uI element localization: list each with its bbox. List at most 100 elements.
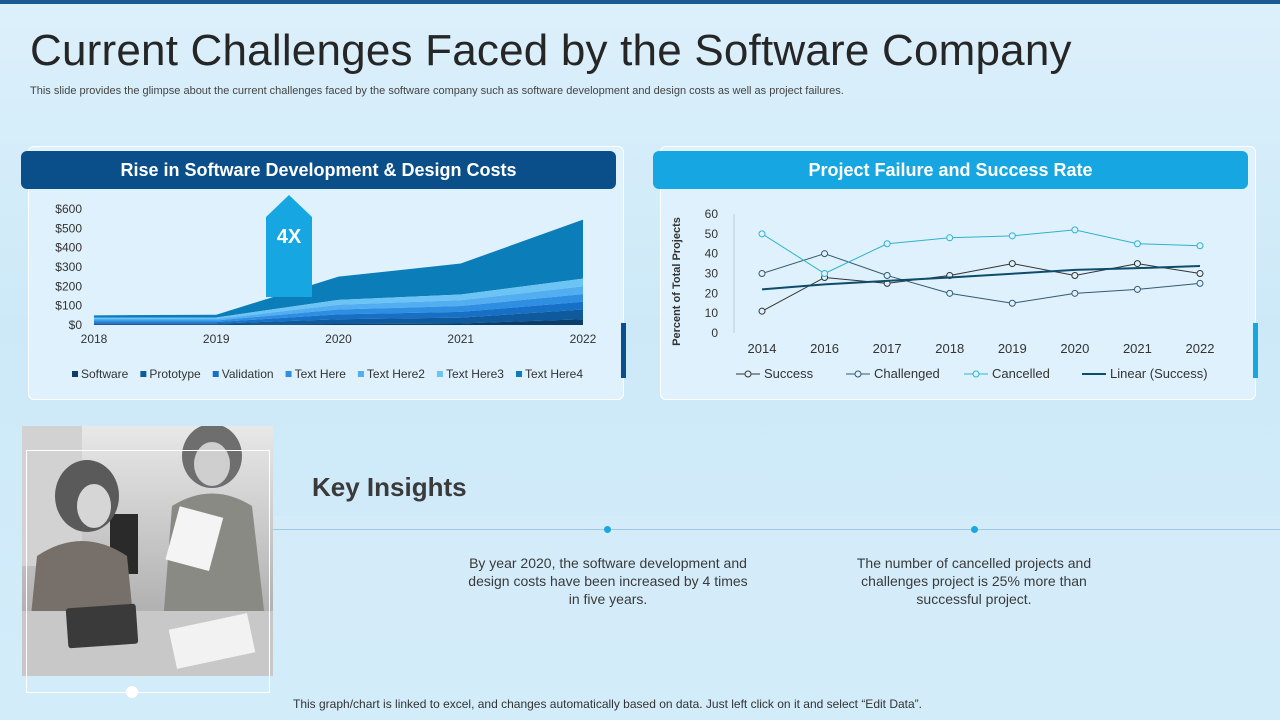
y-tick-label: 60: [705, 207, 719, 221]
legend-swatch: [212, 371, 219, 377]
line-series-challenged: [761, 253, 1201, 304]
legend-label: Text Here2: [367, 367, 425, 381]
insight-divider: [273, 529, 1280, 530]
x-tick-label: 2021: [1123, 341, 1152, 356]
x-tick-label: 2019: [998, 341, 1027, 356]
point-cancelled: [1071, 226, 1079, 234]
area-series-text-here: [94, 294, 583, 323]
x-tick-label: 2016: [810, 341, 839, 356]
point-challenged: [1133, 285, 1141, 293]
y-tick-label: 50: [705, 227, 719, 241]
legend-marker: [972, 370, 980, 378]
top-rule: [0, 0, 1280, 4]
line-series-cancelled: [761, 229, 1201, 275]
callout-4x-arrow: [266, 195, 312, 297]
project-rate-header: Project Failure and Success Rate: [653, 151, 1248, 189]
page-title: Current Challenges Faced by the Software…: [30, 26, 1072, 75]
legend-label: Text Here4: [525, 367, 583, 381]
point-challenged: [1071, 289, 1079, 297]
x-tick-label: 2021: [447, 332, 474, 346]
area-series-software: [94, 319, 583, 325]
y-tick-label: 30: [705, 267, 719, 281]
legend-label: Cancelled: [992, 366, 1050, 381]
insight-text-1: By year 2020, the software development a…: [468, 555, 748, 607]
point-challenged: [1196, 279, 1204, 287]
cost-chart-header: Rise in Software Development & Design Co…: [21, 151, 616, 189]
photo-frame: [26, 450, 270, 693]
legend-label: Linear (Success): [1110, 366, 1208, 381]
legend-label: Success: [764, 366, 814, 381]
point-challenged: [946, 289, 954, 297]
cost-area-chart[interactable]: $0 $100 $200 $300 $400 $500 $600 2018 2019 2020 20…: [28, 195, 648, 405]
x-tick-label: 2018: [81, 332, 108, 346]
x-tick-label: 2020: [1060, 341, 1089, 356]
team-photo: [22, 426, 273, 676]
y-tick-label: $600: [55, 202, 82, 216]
y-axis-label: Percent of Total Projects: [671, 217, 683, 346]
y-tick-label: 0: [711, 326, 718, 340]
x-tick-label: 2018: [935, 341, 964, 356]
point-success: [1196, 270, 1204, 277]
legend-marker: [854, 370, 862, 378]
insight-dot-1: [604, 526, 611, 533]
point-cancelled: [946, 234, 954, 242]
x-tick-label: 2017: [873, 341, 902, 356]
legend-swatch: [515, 371, 522, 377]
point-success: [758, 307, 766, 315]
point-cancelled: [758, 230, 766, 238]
point-cancelled: [883, 240, 891, 248]
point-challenged: [821, 250, 829, 258]
area-series-text-here4: [94, 219, 583, 318]
legend-swatch: [285, 371, 292, 377]
right-accent-bar: [1253, 323, 1258, 378]
insight-band: [273, 516, 1280, 638]
legend-marker: [744, 370, 752, 378]
point-success: [1133, 260, 1141, 268]
point-cancelled: [821, 270, 829, 277]
insight-dot-2: [971, 526, 978, 533]
legend-swatch: [140, 371, 147, 377]
legend-label: Text Here: [295, 367, 347, 381]
point-challenged: [883, 271, 891, 279]
legend-swatch: [357, 371, 364, 377]
area-series-text-here2: [94, 286, 583, 321]
point-cancelled: [1133, 240, 1141, 248]
cost-chart-title: Rise in Software Development & Design Co…: [120, 159, 517, 180]
insight-text-2: The number of cancelled projects and cha…: [856, 555, 1092, 607]
project-rate-title: Project Failure and Success Rate: [808, 159, 1093, 180]
legend-swatch: [436, 371, 443, 377]
y-tick-label: $300: [55, 260, 82, 274]
area-series-validation: [94, 301, 583, 324]
project-line-chart[interactable]: 0 10 20 30 40 50 60 2014 2016 2017 2018 2019 2020 202…: [660, 196, 1260, 396]
legend-label: Validation: [222, 367, 274, 381]
point-challenged: [758, 270, 766, 277]
x-tick-label: 2020: [325, 332, 352, 346]
callout-4x-label: 4X: [277, 226, 302, 248]
area-series-prototype: [94, 309, 583, 325]
legend-label: Challenged: [874, 366, 940, 381]
y-tick-label: $200: [55, 279, 82, 293]
point-cancelled: [1008, 232, 1016, 240]
y-tick-label: $500: [55, 221, 82, 235]
y-tick-label: $100: [55, 299, 82, 313]
point-challenged: [1008, 299, 1016, 307]
y-tick-label: 40: [705, 247, 719, 261]
y-tick-label: $0: [69, 318, 83, 332]
footer-note: This graph/chart is linked to excel, and…: [293, 697, 922, 711]
point-cancelled: [1196, 242, 1204, 250]
legend-swatch: [72, 371, 78, 377]
x-tick-label: 2019: [203, 332, 230, 346]
x-tick-label: 2022: [1186, 341, 1215, 356]
team-photo-illustration: [22, 426, 273, 676]
y-tick-label: 10: [705, 306, 719, 320]
legend-label: Software: [81, 367, 129, 381]
point-success: [1008, 260, 1016, 268]
legend-label: Text Here3: [446, 367, 504, 381]
key-insights-title: Key Insights: [312, 472, 467, 502]
line-series-success: [761, 263, 1201, 312]
left-accent-bar: [621, 323, 626, 378]
page-subtitle: This slide provides the glimpse about th…: [30, 85, 844, 97]
y-tick-label: $400: [55, 241, 82, 255]
legend-label: Prototype: [149, 367, 201, 381]
line-series-linear-success: [761, 264, 1201, 291]
